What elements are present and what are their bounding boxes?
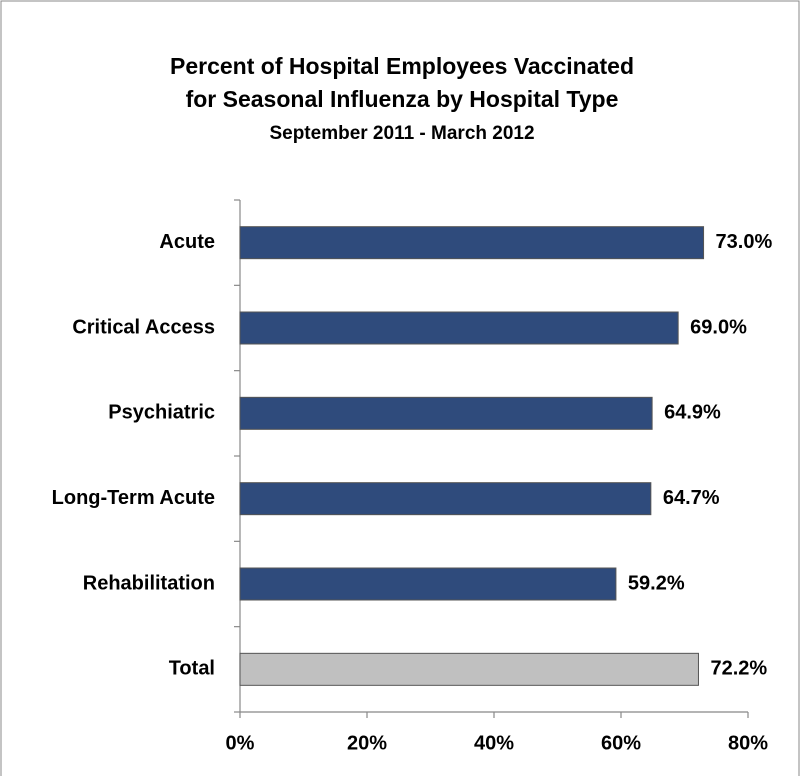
value-label: 64.7%	[663, 487, 720, 509]
bar	[239, 226, 705, 260]
y-tick-label: Psychiatric	[108, 402, 215, 424]
chart-title: Percent of Hospital Employees Vaccinated	[170, 53, 634, 79]
x-tick-label: 20%	[347, 732, 387, 754]
value-label: 69.0%	[690, 316, 747, 338]
bar	[239, 482, 652, 516]
bar	[239, 311, 679, 345]
value-label: 59.2%	[628, 572, 685, 594]
bar	[239, 567, 617, 601]
value-label: 64.9%	[664, 402, 721, 424]
x-tick-label: 80%	[728, 732, 768, 754]
y-tick-label: Rehabilitation	[83, 572, 215, 594]
chart-title: for Seasonal Influenza by Hospital Type	[186, 86, 619, 112]
value-label: 73.0%	[716, 231, 773, 253]
chart-subtitle: September 2011 - March 2012	[269, 123, 534, 144]
x-tick-label: 0%	[226, 732, 255, 754]
x-tick-label: 60%	[601, 732, 641, 754]
value-label: 72.2%	[710, 658, 767, 680]
y-tick-label: Critical Access	[72, 316, 215, 338]
x-tick-label: 40%	[474, 732, 514, 754]
bar	[239, 652, 699, 686]
y-tick-label: Long-Term Acute	[52, 487, 215, 509]
y-tick-label: Total	[169, 658, 215, 680]
y-tick-label: Acute	[159, 231, 215, 253]
bar	[239, 396, 653, 430]
